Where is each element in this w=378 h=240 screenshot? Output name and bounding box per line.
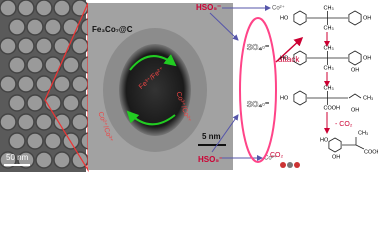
reactant: HSO₅⁻ bbox=[196, 3, 221, 12]
tem-scale: 5 nm bbox=[202, 132, 221, 141]
atom-label: CH₃ bbox=[324, 25, 334, 31]
co2-molecule bbox=[280, 162, 300, 168]
bond bbox=[342, 137, 365, 150]
sem-scale: 50 nm bbox=[6, 153, 29, 162]
figure: 50 nm Fe₃Co₇@C Fe³⁺/Fe²⁺ Co³⁺/Co²⁺ Co²⁺/… bbox=[0, 0, 378, 172]
atom-label: CH₃ bbox=[324, 5, 334, 11]
sem-particle bbox=[8, 132, 26, 150]
sem-particle bbox=[17, 75, 35, 93]
atom-label: HO bbox=[280, 95, 289, 101]
molecule: HO CH₃ COOH OH bbox=[320, 130, 378, 160]
sem-particle bbox=[44, 18, 62, 36]
arrow bbox=[209, 12, 239, 41]
redox-arrow bbox=[129, 54, 177, 71]
sem-particle bbox=[71, 113, 89, 131]
molecule: HO CH₃ CH₃ COOH OH bbox=[280, 85, 373, 113]
atom-label: OH bbox=[351, 107, 359, 113]
molecule: HO OH CH₃ CH₃ OH bbox=[280, 45, 371, 73]
atom-label: OH bbox=[332, 154, 340, 160]
decarboxylation: - CO₂ bbox=[335, 121, 353, 128]
radical: SO₄•⁻ bbox=[247, 43, 269, 52]
sem-particle bbox=[0, 75, 17, 93]
sem-particle bbox=[62, 56, 80, 74]
atom-label: CH₃ bbox=[358, 130, 368, 136]
sem-particle bbox=[71, 75, 89, 93]
sem-particle bbox=[35, 151, 53, 169]
atom-label: HO bbox=[280, 55, 289, 61]
radical: SO₄•⁻ bbox=[247, 100, 269, 109]
sem-particle bbox=[53, 75, 71, 93]
sem-particle bbox=[26, 18, 44, 36]
atom-label: OH bbox=[363, 15, 371, 21]
attack-label: attack bbox=[278, 55, 300, 64]
ring bbox=[348, 50, 362, 66]
sem-particle bbox=[53, 151, 71, 169]
molecules: HO OH CH₃ CH₃ HO OH CH₃ CH₃ OH HO CH₃ CH₃ COOH OH HO CH… bbox=[280, 5, 378, 160]
arrow bbox=[211, 114, 239, 153]
sem-particle bbox=[8, 56, 26, 74]
atom-label: COOH bbox=[364, 149, 378, 155]
ring bbox=[328, 137, 342, 153]
sem-image bbox=[0, 0, 98, 172]
bond bbox=[307, 11, 348, 25]
sem-particle bbox=[8, 94, 26, 112]
sem-particle bbox=[35, 37, 53, 55]
sem-particle bbox=[0, 0, 17, 17]
radical-ellipse bbox=[239, 17, 277, 163]
sem-particle bbox=[62, 132, 80, 150]
attack-arrow bbox=[275, 36, 304, 63]
sem-particle bbox=[35, 0, 53, 17]
sem-particle bbox=[0, 113, 17, 131]
sem-particle bbox=[53, 37, 71, 55]
ring bbox=[293, 10, 307, 26]
sem-particle bbox=[62, 18, 80, 36]
ion: Co²⁺ bbox=[272, 5, 285, 12]
sem-particle bbox=[53, 113, 71, 131]
atom-label: CH₃ bbox=[324, 65, 334, 71]
atom-label: HO bbox=[280, 15, 289, 21]
sem-particle bbox=[0, 37, 17, 55]
redox-arrow bbox=[126, 110, 176, 126]
sem-particle bbox=[35, 113, 53, 131]
sem-particle bbox=[17, 0, 35, 17]
atom-label: CH₃ bbox=[363, 95, 373, 101]
atom-label: OH bbox=[351, 67, 359, 73]
sem-particle bbox=[17, 37, 35, 55]
atom-label: CH₃ bbox=[324, 85, 334, 91]
tem-label: Fe₃Co₇@C bbox=[92, 25, 133, 34]
reactant: HSO₅⁻ bbox=[198, 155, 223, 164]
sem-particle bbox=[53, 0, 71, 17]
atom-label: HO bbox=[320, 137, 329, 143]
sem-particle bbox=[17, 113, 35, 131]
atom-label: CH₃ bbox=[324, 45, 334, 51]
sem-particle bbox=[26, 56, 44, 74]
sem-particle bbox=[8, 18, 26, 36]
ion: Co²⁺ bbox=[264, 155, 277, 162]
atom-label: OH bbox=[363, 55, 371, 61]
bond bbox=[307, 51, 348, 65]
sem-particle bbox=[71, 37, 89, 55]
bond bbox=[307, 91, 348, 105]
ring bbox=[293, 50, 307, 66]
sem-particle bbox=[26, 94, 44, 112]
ring bbox=[293, 90, 307, 106]
ring bbox=[348, 10, 362, 26]
sem-particle bbox=[62, 94, 80, 112]
molecule: HO OH CH₃ CH₃ bbox=[280, 5, 371, 31]
atom-label: COOH bbox=[324, 105, 341, 111]
sem-particle bbox=[0, 151, 17, 169]
sem-particle bbox=[44, 132, 62, 150]
chain bbox=[348, 93, 362, 99]
alloy-core bbox=[119, 44, 191, 136]
sem-particle bbox=[26, 132, 44, 150]
co2-label: CO₂ bbox=[270, 152, 284, 159]
